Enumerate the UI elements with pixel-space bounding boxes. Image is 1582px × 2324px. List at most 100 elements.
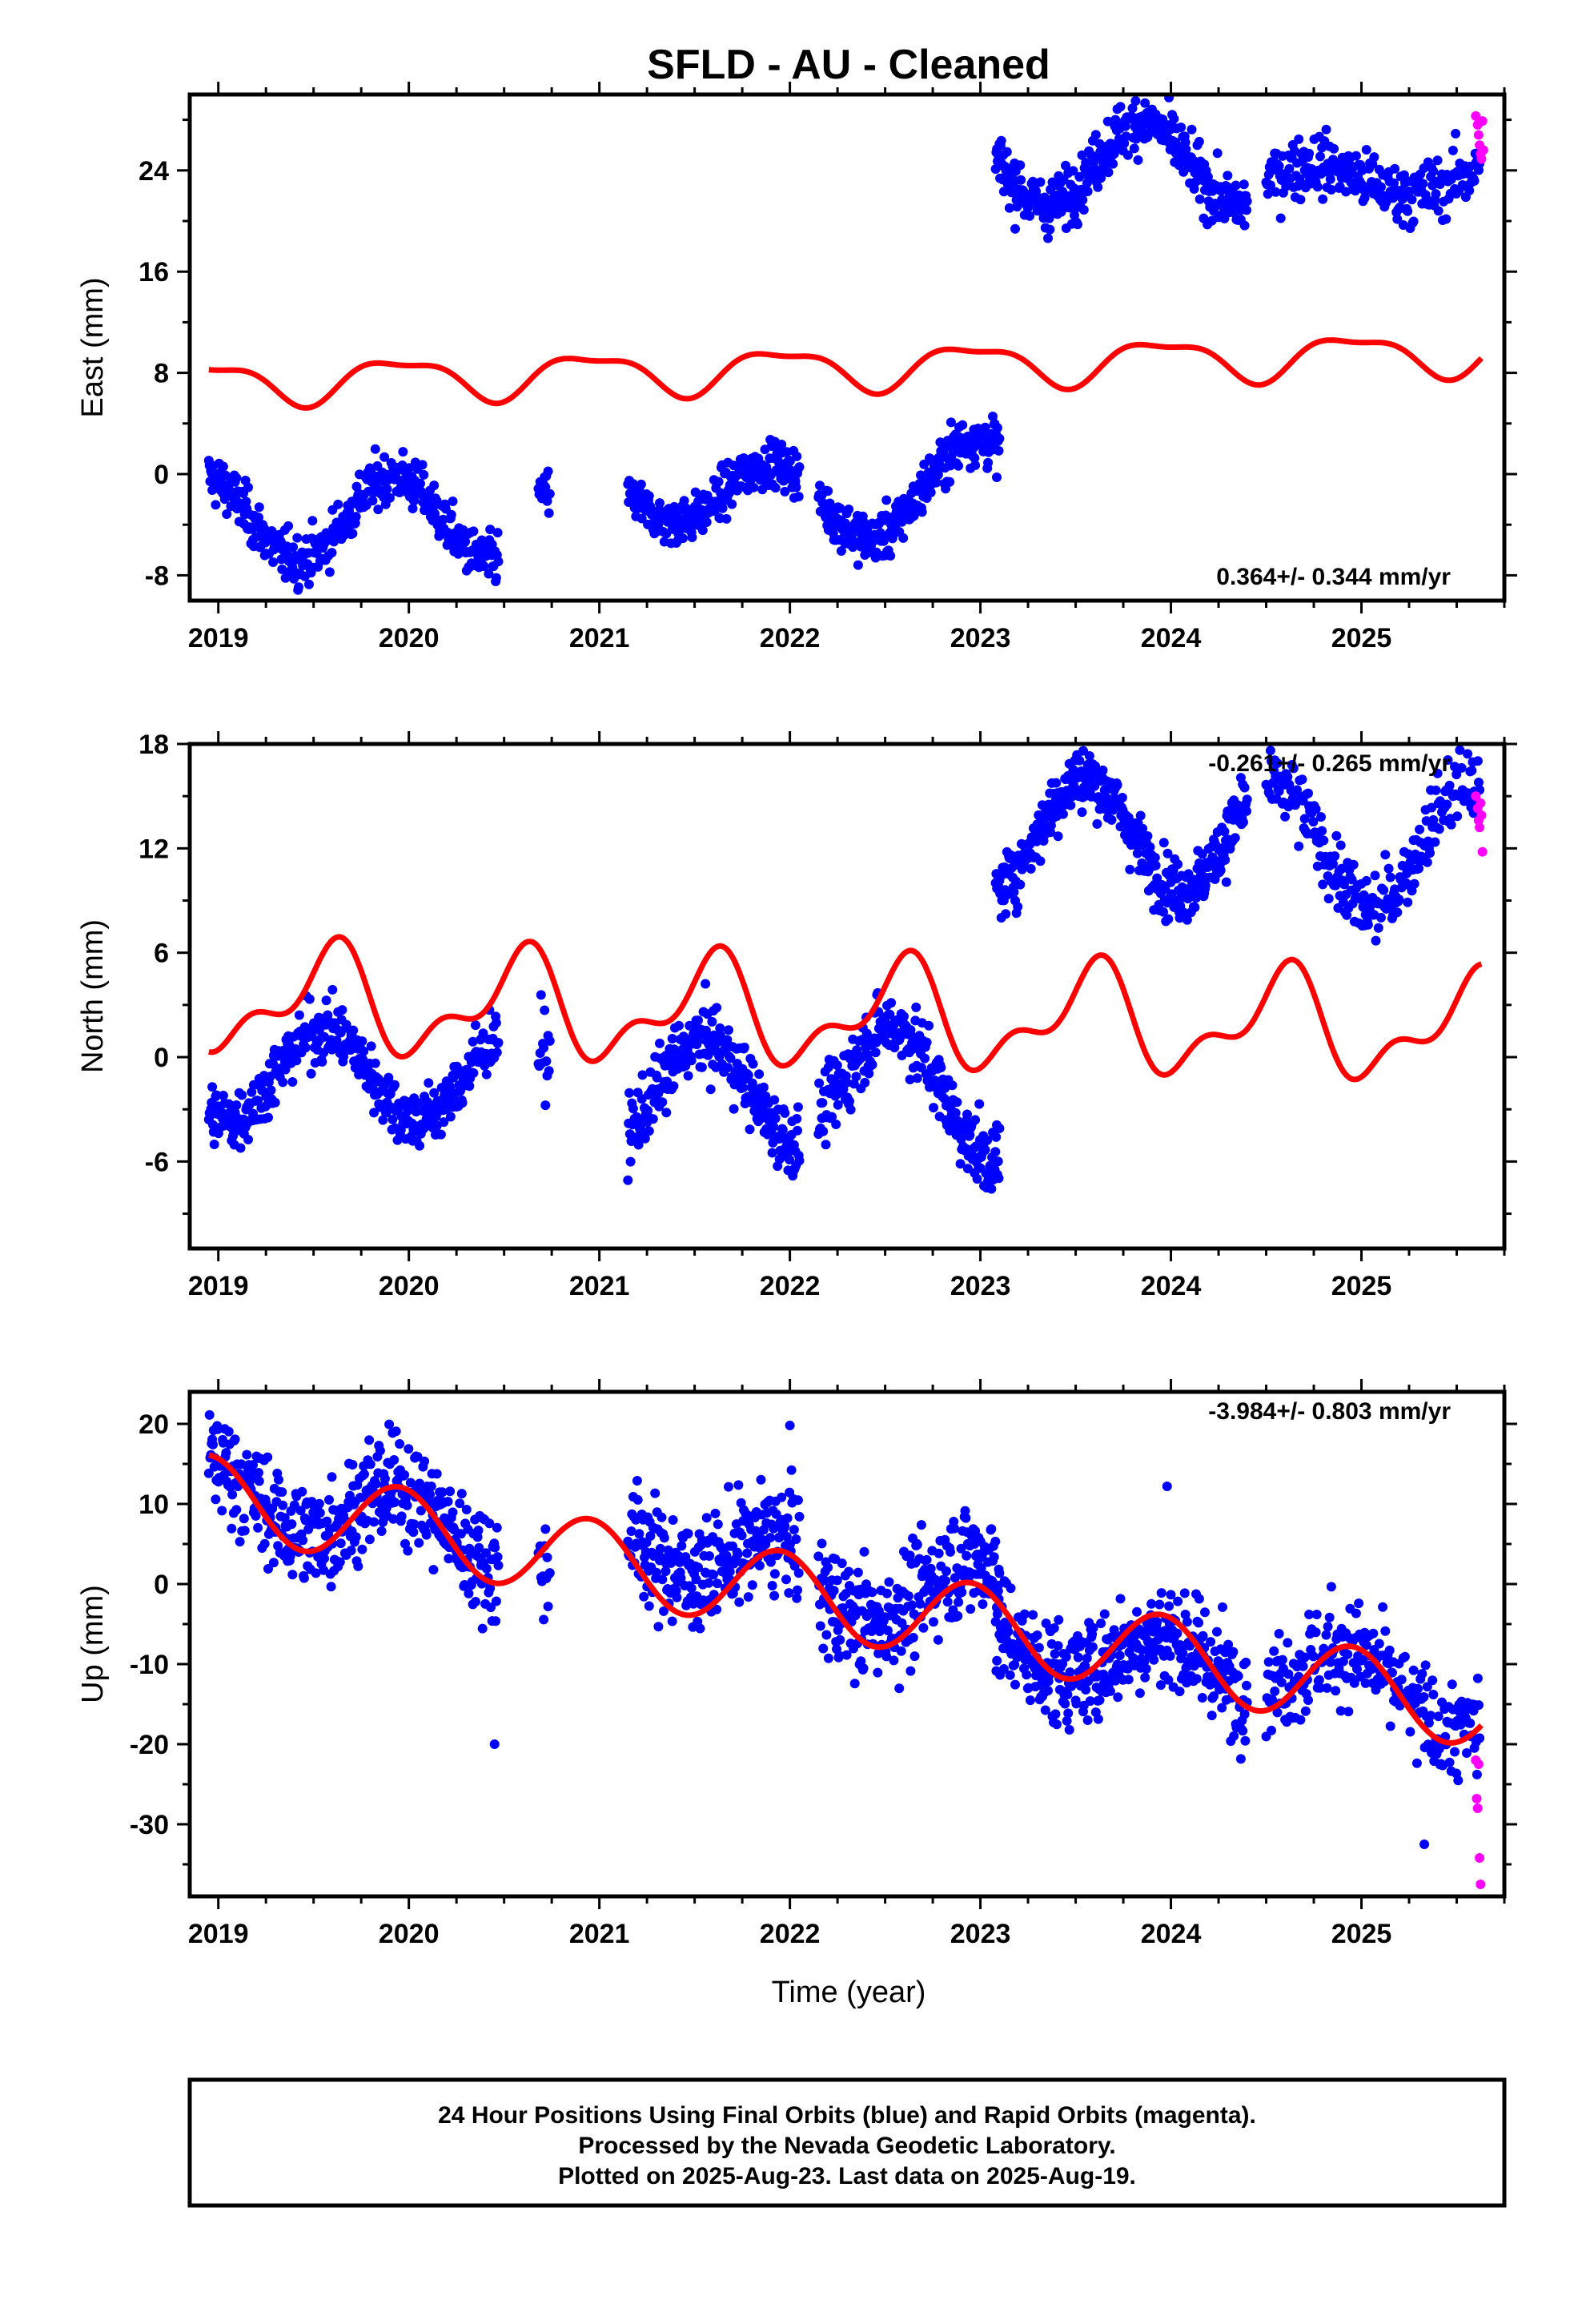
up-final-point (239, 1526, 250, 1536)
north-final-point (439, 1117, 449, 1128)
north-rapid-point (1471, 791, 1481, 802)
north-x-tick-label: 2024 (1141, 1271, 1202, 1301)
footer-line-1: 24 Hour Positions Using Final Orbits (bl… (438, 2102, 1256, 2129)
up-model-curve (207, 1452, 1484, 1746)
east-final-point (1326, 184, 1336, 195)
east-final-point (1396, 185, 1407, 195)
up-final-point (986, 1524, 997, 1534)
up-final-point (724, 1482, 733, 1492)
east-final-point (916, 470, 926, 480)
north-final-point (793, 1125, 802, 1136)
east-final-point (778, 476, 789, 486)
east-final-point (1403, 206, 1413, 216)
north-final-point (814, 1078, 825, 1088)
east-final-point (254, 513, 263, 523)
north-final-point (1173, 859, 1183, 870)
north-final-point (1328, 858, 1338, 869)
east-final-point (468, 526, 479, 537)
north-final-point (637, 1070, 648, 1080)
north-final-point (1106, 814, 1117, 825)
north-final-point (1230, 833, 1240, 843)
up-final-point (765, 1533, 776, 1543)
up-final-point (1149, 1655, 1159, 1665)
up-final-point (544, 1568, 555, 1578)
north-final-point (1125, 864, 1135, 875)
north-final-point (1009, 887, 1019, 897)
north-final-point (1026, 863, 1036, 874)
up-final-point (1180, 1610, 1191, 1619)
up-final-point (1385, 1721, 1395, 1731)
up-final-point (903, 1591, 913, 1601)
north-final-point (478, 1028, 488, 1039)
north-final-point (792, 1114, 802, 1124)
up-final-point (347, 1460, 358, 1470)
up-final-point (747, 1580, 757, 1590)
up-final-point (961, 1513, 971, 1523)
up-final-point (1114, 1651, 1125, 1661)
east-final-point (222, 509, 232, 519)
up-final-point (461, 1505, 472, 1514)
up-final-point (1304, 1610, 1315, 1619)
east-final-point (367, 496, 378, 506)
east-final-point (1129, 143, 1139, 154)
east-final-point (493, 557, 504, 567)
up-final-point (990, 1536, 1001, 1546)
north-final-point (648, 1114, 658, 1124)
east-final-point (721, 513, 732, 524)
up-final-point (954, 1597, 964, 1607)
north-final-point (1068, 765, 1078, 774)
north-final-point (911, 1002, 921, 1012)
up-final-point (817, 1538, 827, 1549)
north-final-point (962, 1109, 972, 1120)
up-final-point (653, 1622, 664, 1632)
north-final-point (1058, 809, 1068, 819)
up-final-point (1194, 1618, 1204, 1628)
up-final-point (1360, 1678, 1371, 1688)
north-final-point (748, 1059, 758, 1069)
up-y-tick-label: -20 (130, 1730, 169, 1760)
up-final-point (781, 1531, 792, 1542)
north-x-tick-label: 2022 (760, 1271, 821, 1301)
east-final-point (1390, 163, 1400, 174)
up-final-point (756, 1474, 766, 1485)
up-final-point (655, 1543, 665, 1554)
up-final-point (829, 1586, 839, 1596)
up-final-point (710, 1508, 721, 1518)
up-final-point (639, 1591, 649, 1602)
up-final-point (289, 1500, 299, 1510)
east-final-point (1265, 180, 1275, 191)
up-final-point (634, 1529, 644, 1539)
up-final-point (1358, 1655, 1368, 1665)
north-final-point (536, 990, 546, 1000)
north-final-point (1200, 880, 1211, 891)
east-final-point (373, 505, 383, 515)
up-final-point (409, 1519, 420, 1530)
north-final-point (686, 1055, 697, 1066)
up-final-point (1034, 1642, 1044, 1653)
up-final-point (211, 1494, 221, 1505)
up-final-point (1081, 1685, 1091, 1695)
east-final-point (836, 546, 846, 556)
north-final-point (994, 1124, 1005, 1133)
up-final-point (1241, 1657, 1251, 1667)
up-final-point (464, 1588, 474, 1598)
north-final-point (306, 1068, 316, 1079)
up-final-point (455, 1498, 465, 1509)
north-final-point (970, 1115, 981, 1125)
east-final-point (1061, 160, 1070, 171)
north-final-point (1219, 826, 1230, 837)
up-final-point (239, 1514, 249, 1524)
north-final-point (747, 1078, 757, 1088)
north-final-point (1150, 860, 1161, 870)
up-final-point (391, 1426, 401, 1437)
up-final-point (733, 1549, 743, 1559)
north-final-point (207, 1082, 218, 1092)
north-final-point (445, 1112, 456, 1122)
north-final-point (1015, 879, 1026, 890)
up-final-point (789, 1525, 799, 1535)
up-final-point (274, 1474, 283, 1485)
north-final-point (955, 1159, 966, 1169)
east-x-tick-label: 2020 (379, 623, 440, 653)
east-final-point (1304, 148, 1315, 159)
up-final-point (1426, 1711, 1436, 1721)
